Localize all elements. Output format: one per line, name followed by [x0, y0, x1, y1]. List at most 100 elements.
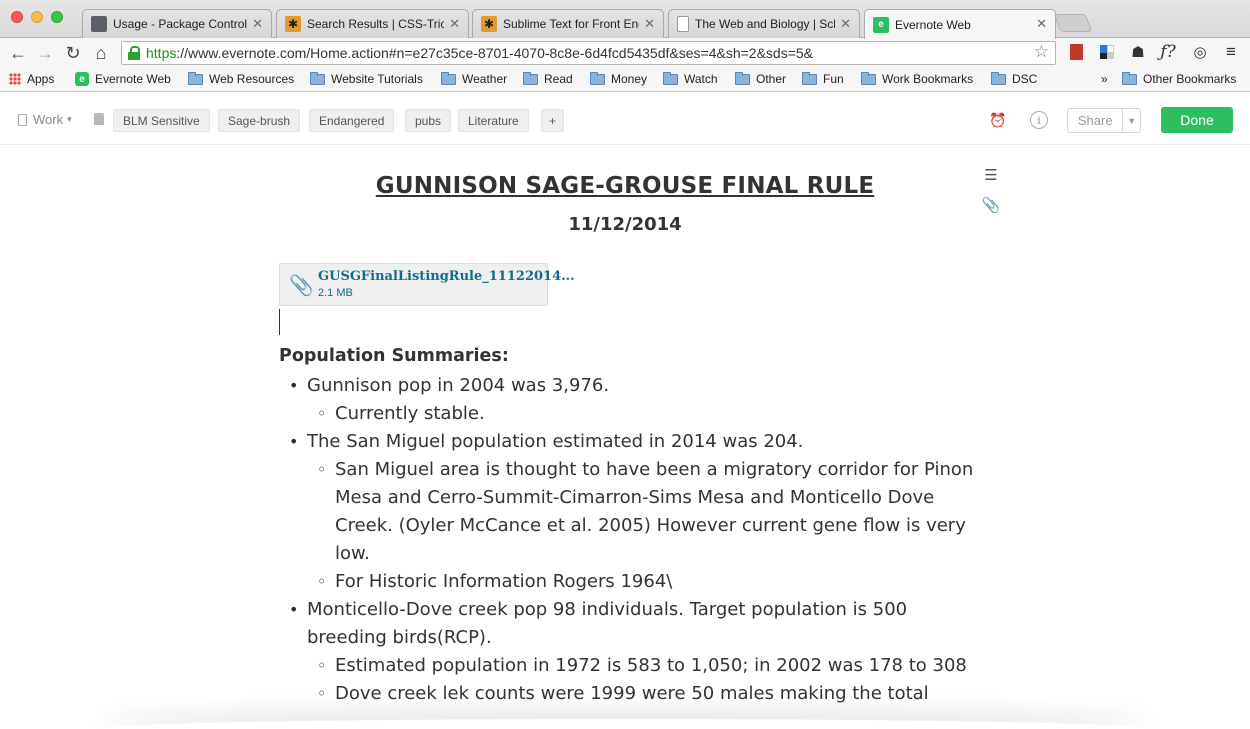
tag-blm-sensitive[interactable]: BLM Sensitive — [113, 109, 210, 132]
css-tricks-icon: ✱ — [481, 16, 497, 32]
folder-icon — [188, 71, 203, 85]
bookmark-label: Other — [756, 72, 787, 86]
bookmark-folder-other-bookmarks[interactable]: Other Bookmarks — [1122, 71, 1237, 86]
bookmark-folder-web-resources[interactable]: Web Resources — [188, 71, 295, 86]
tag-literature[interactable]: Literature — [458, 109, 529, 132]
folder-icon — [663, 71, 678, 85]
attachment-size: 2.1 MB — [318, 287, 353, 299]
attachment-name[interactable]: GUSGFinalListingRule_11122014... — [318, 269, 575, 284]
bottom-shadow — [100, 719, 1150, 729]
folder-icon — [441, 71, 456, 85]
folder-icon — [735, 71, 750, 85]
info-icon[interactable]: i — [1030, 111, 1048, 129]
browser-tab-evernote-web[interactable]: e Evernote Web ✕ — [864, 9, 1056, 39]
bookmark-folder-dsc[interactable]: DSC — [991, 71, 1037, 86]
sub-list: San Miguel area is thought to have been … — [307, 456, 979, 596]
reminder-alarm-icon[interactable]: ⏰ — [989, 111, 1007, 128]
bookmark-folder-work-bookmarks[interactable]: Work Bookmarks — [861, 71, 973, 86]
bookmark-label: Fun — [823, 72, 844, 86]
delicious-icon[interactable] — [1097, 42, 1117, 62]
add-tag-button[interactable]: + — [541, 109, 565, 132]
menu-icon[interactable]: ≡ — [1226, 42, 1236, 61]
sub-list: Currently stable. — [307, 400, 979, 428]
tab-close-icon[interactable]: ✕ — [449, 16, 460, 31]
note-header: Work ▾ BLM Sensitive Sage-brush Endanger… — [0, 93, 1250, 145]
evernote-icon: e — [873, 16, 889, 33]
tab-close-icon[interactable]: ✕ — [644, 16, 655, 31]
tab-title: Sublime Text for Front End — [503, 17, 639, 31]
bookmark-folder-other[interactable]: Other — [735, 71, 787, 86]
sub-list-item: Dove creek lek counts were 1999 were 50 … — [307, 680, 979, 708]
note-title[interactable]: GUNNISON SAGE-GROUSE FINAL RULE — [375, 173, 875, 199]
share-label: Share — [1077, 113, 1113, 128]
notebook-name: Work — [33, 112, 64, 127]
folder-icon — [1122, 71, 1137, 85]
tab-close-icon[interactable]: ✕ — [840, 16, 851, 31]
bookmark-red-icon[interactable] — [1066, 42, 1086, 62]
sub-list-item: San Miguel area is thought to have been … — [307, 456, 979, 568]
share-button[interactable]: Share ▼ — [1067, 108, 1141, 133]
bookmark-evernote-web[interactable]: e Evernote Web — [75, 72, 171, 86]
sub-list-item: Currently stable. — [307, 400, 979, 428]
tab-close-icon[interactable]: ✕ — [252, 16, 263, 31]
chevron-down-icon: ▾ — [67, 114, 72, 124]
paperclip-icon: 📎 — [289, 275, 314, 297]
evernote-elephant-icon[interactable]: ☗ — [1131, 44, 1145, 61]
bookmark-apps[interactable]: Apps — [9, 72, 54, 86]
bookmark-label: Website Tutorials — [331, 72, 423, 86]
tab-title: The Web and Biology | Sch — [695, 17, 835, 31]
tag-sage-brush[interactable]: Sage-brush — [218, 109, 301, 132]
bookmark-label: Evernote Web — [95, 72, 171, 86]
sub-list: Estimated population in 1972 is 583 to 1… — [307, 652, 979, 708]
tag-endangered[interactable]: Endangered — [309, 109, 395, 132]
sub-list-item: Estimated population in 1972 is 583 to 1… — [307, 652, 979, 680]
note-content[interactable]: Population Summaries: Gunnison pop in 20… — [279, 342, 979, 708]
window-close-button[interactable] — [11, 11, 23, 23]
bookmark-folder-fun[interactable]: Fun — [802, 71, 844, 86]
browser-tab-web-biology[interactable]: The Web and Biology | Sch ✕ — [668, 9, 860, 38]
document-icon — [677, 16, 689, 32]
tag-pubs[interactable]: pubs — [405, 109, 452, 132]
browser-tab-css-tricks-search[interactable]: ✱ Search Results | CSS-Tricks ✕ — [276, 9, 469, 38]
back-arrow-icon[interactable]: ← — [9, 42, 27, 63]
tab-close-icon[interactable]: ✕ — [1036, 16, 1047, 31]
forward-arrow-icon[interactable]: → — [36, 42, 54, 63]
reload-icon[interactable]: ↻ — [65, 42, 81, 63]
bookmark-folder-watch[interactable]: Watch — [663, 71, 718, 86]
sync-icon[interactable]: ◎ — [1193, 44, 1207, 61]
list-item: Gunnison pop in 2004 was 3,976. Currentl… — [279, 372, 979, 428]
bulleted-list-icon[interactable]: ☰ — [984, 167, 998, 184]
address-bar[interactable]: https://www.evernote.com/Home.action#n=e… — [121, 41, 1056, 65]
bookmark-label: Watch — [684, 72, 718, 86]
browser-tab-strip: Usage - Package Control ✕ ✱ Search Resul… — [0, 0, 1250, 39]
attachment-card[interactable]: 📎 GUSGFinalListingRule_11122014... 2.1 M… — [279, 263, 575, 306]
bookmark-label: Web Resources — [209, 72, 295, 86]
browser-tab-sublime-text[interactable]: ✱ Sublime Text for Front End ✕ — [472, 9, 664, 38]
bookmark-label: Other Bookmarks — [1143, 72, 1237, 86]
bookmark-star-icon[interactable]: ☆ — [1033, 42, 1049, 61]
notebook-selector[interactable]: Work ▾ — [18, 112, 72, 127]
package-control-icon — [91, 16, 107, 32]
tab-title: Search Results | CSS-Tricks — [307, 17, 444, 31]
window-zoom-button[interactable] — [51, 11, 63, 23]
chevron-down-icon[interactable]: ▼ — [1122, 109, 1140, 132]
function-icon[interactable]: ƒ? — [1160, 42, 1176, 62]
population-list: Gunnison pop in 2004 was 3,976. Currentl… — [279, 372, 979, 708]
attachment-paperclip-icon[interactable]: 📎 — [981, 197, 1001, 214]
bookmark-folder-website-tutorials[interactable]: Website Tutorials — [310, 71, 423, 86]
tab-title: Evernote Web — [895, 17, 971, 32]
browser-tab-package-control[interactable]: Usage - Package Control ✕ — [82, 9, 272, 38]
bookmark-folder-weather[interactable]: Weather — [441, 71, 507, 86]
new-tab-button[interactable] — [1053, 14, 1093, 32]
bookmark-folder-money[interactable]: Money — [590, 71, 647, 86]
folder-icon — [310, 71, 325, 85]
home-icon[interactable]: ⌂ — [95, 42, 107, 63]
bookmark-folder-read[interactable]: Read — [523, 71, 573, 86]
bookmarks-overflow-button[interactable]: » — [1101, 72, 1108, 86]
done-button[interactable]: Done — [1161, 107, 1233, 133]
window-minimize-button[interactable] — [31, 11, 43, 23]
note-editor[interactable]: ☰ 📎 GUNNISON SAGE-GROUSE FINAL RULE 11/1… — [0, 146, 1250, 729]
url-scheme: https — [146, 45, 177, 61]
tab-title: Usage - Package Control — [113, 17, 247, 31]
list-item-text: Gunnison pop in 2004 was 3,976. — [307, 375, 610, 396]
